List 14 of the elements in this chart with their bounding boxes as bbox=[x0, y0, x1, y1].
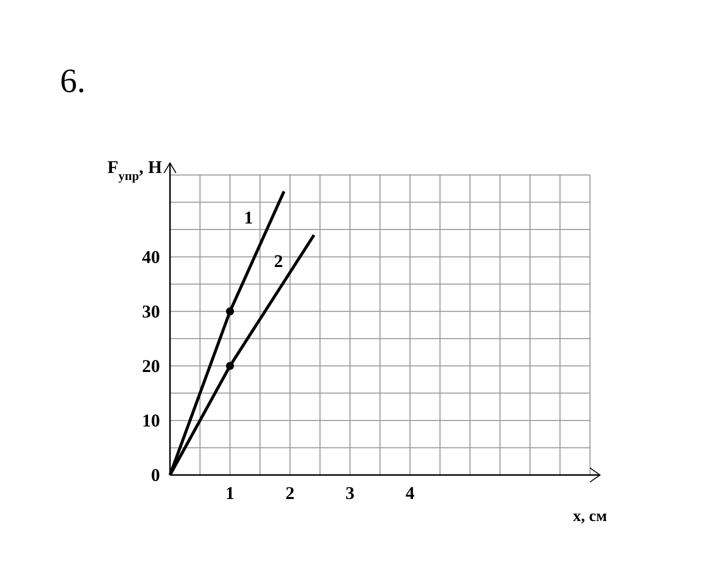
y-tick-label: 30 bbox=[142, 301, 160, 322]
x-axis-title: x, см bbox=[573, 508, 608, 525]
y-tick-label: 20 bbox=[142, 356, 160, 376]
y-axis-title: F$_{упр}$, Н bbox=[107, 157, 162, 183]
series-label: 2 bbox=[274, 251, 283, 271]
x-tick-label: 3 bbox=[346, 483, 354, 503]
x-tick-label: 4 bbox=[406, 483, 414, 503]
chart-title: 6. bbox=[60, 63, 86, 100]
series-label: 1 bbox=[244, 207, 253, 228]
x-tick-label: 1 bbox=[226, 483, 234, 503]
x-tick-label: 2 bbox=[286, 483, 294, 503]
y-tick-label: 10 bbox=[142, 410, 160, 430]
y-tick-label: 40 bbox=[142, 246, 160, 267]
y-tick-label: 0 bbox=[151, 465, 160, 485]
